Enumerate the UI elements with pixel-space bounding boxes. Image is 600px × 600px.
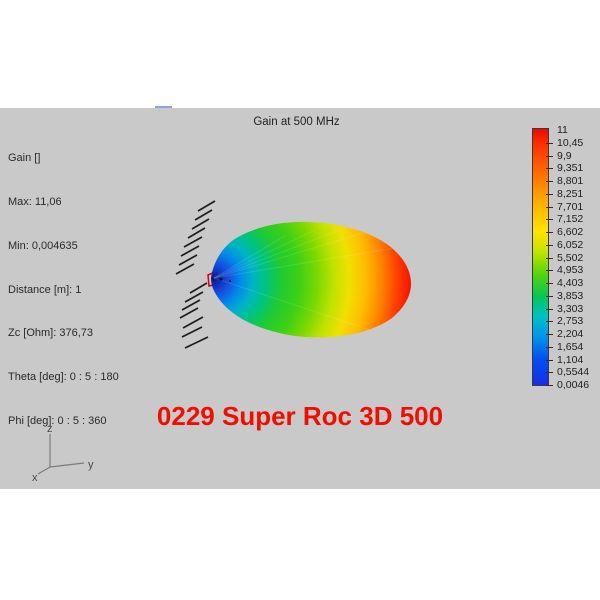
colorbar-tick-label: 11	[557, 124, 568, 136]
colorbar-tick-label: 6,052	[546, 239, 600, 251]
colorbar-tick-label: 10,45	[546, 137, 600, 149]
colorbar-tick-label: 0,5544	[546, 366, 600, 378]
colorbar-tick-label: 0,0046	[546, 379, 600, 391]
colorbar-tick-label: 3,853	[546, 290, 600, 302]
gain-lobe-surface	[211, 221, 411, 338]
colorbar-tick-label: 9,9	[546, 150, 600, 162]
info-line-gain: Gain []	[8, 152, 41, 165]
colorbar-tick-label: 9,351	[546, 162, 600, 174]
feedpoint-dot	[228, 279, 232, 283]
colorbar-tick-label: 8,251	[546, 188, 600, 200]
colorbar-tick-label: 6,602	[546, 226, 600, 238]
axis-label-x: x	[32, 472, 38, 484]
info-line-distance: Distance [m]: 1	[8, 283, 82, 296]
ground-plane-hatching	[175, 200, 216, 349]
colorbar-tick-label: 2,204	[546, 328, 600, 340]
colorbar-tick-label: 2,753	[546, 315, 600, 327]
colorbar-tick-label: 1,104	[546, 354, 600, 366]
colorbar-scale: 11 10,45 9,9 9,351 8,801 8,251 7,701 7,1…	[546, 124, 600, 391]
info-line-phi: Phi [deg]: 0 : 5 : 360	[8, 414, 107, 427]
window-accent-line	[155, 106, 172, 108]
info-line-theta: Theta [deg]: 0 : 5 : 180	[8, 371, 119, 384]
chart-title: Gain at 500 MHz	[253, 116, 340, 128]
colorbar-tick-label: 7,152	[546, 213, 600, 225]
feedpoint-dot	[219, 277, 223, 281]
axis-label-z: z	[47, 423, 53, 435]
colorbar-tick-label: 4,403	[546, 277, 600, 289]
colorbar-tick-label: 7,701	[546, 201, 600, 213]
axis-triad	[37, 434, 85, 475]
colorbar-tick-label: 5,502	[546, 252, 600, 264]
lobe-facet-streaks	[213, 225, 396, 331]
colorbar-tick-label: 8,801	[546, 175, 600, 187]
info-line-max: Max: 11,06	[8, 195, 62, 208]
colorbar-tick-label: 3,303	[546, 303, 600, 315]
simulation-info-panel: Gain [] Max: 11,06 Min: 0,004635 Distanc…	[8, 122, 119, 458]
model-annotation: 0229 Super Roc 3D 500	[156, 401, 444, 431]
info-line-zc: Zc [Ohm]: 376,73	[8, 327, 93, 340]
colorbar-gradient	[532, 128, 549, 386]
colorbar-tick-label: 4,953	[546, 264, 600, 276]
info-line-min: Min: 0,004635	[8, 239, 78, 252]
axis-label-y: y	[88, 459, 94, 471]
colorbar-tick-label: 1,654	[546, 341, 600, 353]
